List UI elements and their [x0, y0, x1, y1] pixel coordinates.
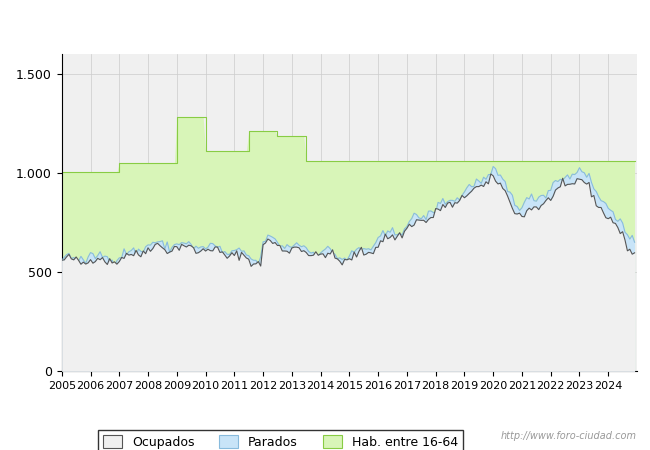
Text: http://www.foro-ciudad.com: http://www.foro-ciudad.com: [501, 431, 637, 441]
Legend: Ocupados, Parados, Hab. entre 16-64: Ocupados, Parados, Hab. entre 16-64: [98, 430, 463, 450]
Text: les Coves de Vinromà - Evolucion de la poblacion en edad de Trabajar Noviembre d: les Coves de Vinromà - Evolucion de la p…: [12, 16, 638, 31]
